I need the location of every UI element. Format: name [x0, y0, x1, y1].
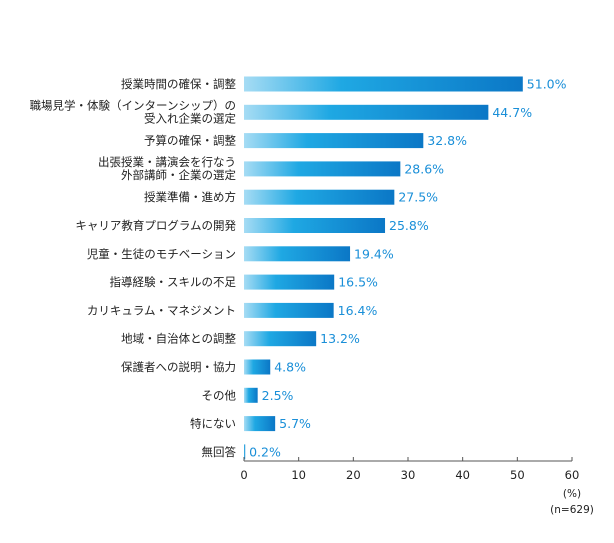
bar [244, 104, 489, 120]
category-label: カリキュラム・マネジメント [87, 303, 236, 317]
bar [244, 133, 424, 149]
category-label: 地域・自治体との調整 [121, 332, 236, 346]
category-label: 児童・生徒のモチベーション [87, 247, 236, 261]
category-label: その他 [202, 388, 237, 402]
bar [244, 76, 523, 92]
x-tick-label: 60 [565, 468, 580, 482]
x-tick-label: 30 [401, 468, 416, 482]
category-labels: 授業時間の確保・調整職場見学・体験（インターンシップ）の受入れ企業の選定予算の確… [30, 77, 237, 459]
value-label: 16.5% [338, 275, 378, 290]
value-label: 44.7% [492, 105, 532, 120]
bars-group [244, 76, 523, 460]
category-label: 特にない [190, 417, 236, 431]
category-label: 職場見学・体験（インターンシップ）の受入れ企業の選定 [30, 98, 237, 125]
x-axis: 0 10 20 30 40 50 60 [240, 457, 579, 482]
x-tick-label: 10 [291, 468, 306, 482]
value-label: 28.6% [404, 161, 444, 176]
category-label: 授業準備・進め方 [144, 190, 236, 204]
value-label: 13.2% [320, 331, 360, 346]
x-tick-label: 20 [346, 468, 361, 482]
category-label: 保護者への説明・協力 [121, 360, 236, 374]
bar [244, 189, 395, 205]
value-label: 19.4% [354, 246, 394, 261]
sample-size-note: (n=629) [550, 504, 594, 516]
value-label: 5.7% [279, 416, 311, 431]
category-label: 授業時間の確保・調整 [121, 77, 236, 91]
bar [244, 359, 271, 375]
bar [244, 444, 246, 460]
bar [244, 331, 317, 347]
value-labels: 51.0% 44.7% 32.8% 28.6% 27.5% 25.8% 19.4% 16.5%… [249, 77, 567, 460]
value-label: 0.2% [249, 444, 281, 459]
bar [244, 387, 258, 403]
bar [244, 302, 334, 318]
unit-label: (%) [563, 488, 581, 500]
category-label: 予算の確保・調整 [144, 134, 236, 148]
value-label: 16.4% [338, 303, 378, 318]
bar [244, 246, 351, 262]
bar [244, 416, 276, 432]
value-label: 2.5% [262, 388, 294, 403]
value-label: 27.5% [398, 190, 438, 205]
value-label: 51.0% [527, 77, 567, 92]
category-label: 出張授業・講演会を行なう外部講師・企業の選定 [98, 155, 236, 182]
x-tick-label: 40 [455, 468, 470, 482]
bar [244, 218, 386, 233]
bar [244, 274, 335, 290]
category-label: 指導経験・スキルの不足 [110, 275, 237, 289]
value-label: 25.8% [389, 218, 429, 233]
category-label: 無回答 [202, 445, 237, 459]
x-tick-label: 0 [240, 468, 247, 482]
bar [244, 161, 401, 177]
x-tick-label: 50 [510, 468, 525, 482]
value-label: 32.8% [427, 133, 467, 148]
value-label: 4.8% [274, 360, 306, 375]
category-label: キャリア教育プログラムの開発 [75, 219, 236, 233]
